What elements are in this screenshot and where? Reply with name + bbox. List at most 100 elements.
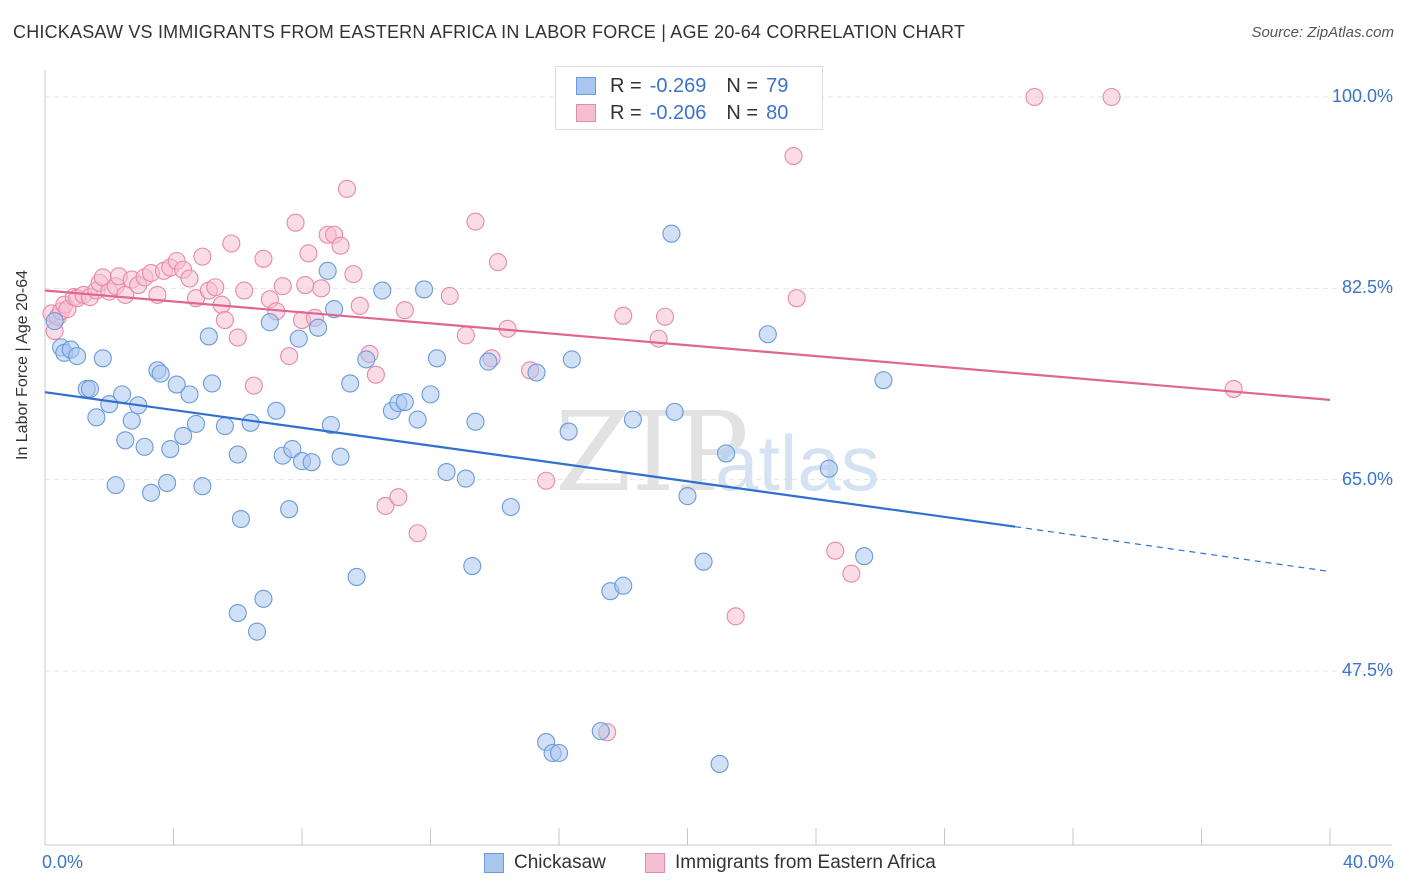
chickasaw-point <box>347 567 366 587</box>
chickasaw-point <box>855 547 874 566</box>
chickasaw-point <box>623 410 642 429</box>
chickasaw-point <box>231 509 251 529</box>
chart-source: Source: ZipAtlas.com <box>1251 24 1394 41</box>
chickasaw-point <box>463 556 482 576</box>
chickasaw-point <box>106 476 125 495</box>
chickasaw-point <box>716 444 736 463</box>
chickasaw-point <box>591 722 610 741</box>
chickasaw-point <box>228 604 247 623</box>
y-tick-label: 100.0% <box>1331 86 1393 106</box>
y-tick-label: 82.5% <box>1341 277 1393 298</box>
eastern-africa-point <box>784 146 803 166</box>
chickasaw-point <box>408 410 427 429</box>
chickasaw-point <box>501 497 520 517</box>
chickasaw-point <box>167 375 186 394</box>
chickasaw-point <box>710 754 729 773</box>
chickasaw-point <box>45 312 64 331</box>
chickasaw-point <box>161 440 180 459</box>
bottom-legend-swatch-chickasaw <box>484 853 504 873</box>
chart-title: CHICKASAW VS IMMIGRANTS FROM EASTERN AFR… <box>13 22 966 42</box>
chickasaw-point <box>254 589 273 608</box>
chickasaw-point <box>174 426 193 445</box>
legend-r-label: R = <box>610 74 642 97</box>
eastern-africa-point <box>649 329 668 348</box>
eastern-africa-point <box>726 607 745 626</box>
eastern-africa-point <box>215 310 234 330</box>
chickasaw-point <box>113 385 132 404</box>
trend-lines <box>44 289 1331 573</box>
chickasaw-point <box>193 477 212 496</box>
eastern-africa-point <box>376 496 395 515</box>
eastern-africa-point <box>193 247 212 266</box>
eastern-africa-point <box>1102 87 1121 107</box>
chickasaw-point <box>318 261 337 280</box>
watermark-atlas: atlas <box>715 419 880 507</box>
chickasaw-point <box>180 385 199 404</box>
chickasaw-point <box>479 352 498 371</box>
eastern-africa-point <box>1224 379 1243 398</box>
series-eastern-africa-points <box>42 87 1243 742</box>
chickasaw-point <box>186 414 206 433</box>
eastern-africa-point <box>228 328 247 347</box>
chickasaw-point <box>321 415 340 435</box>
watermark: ZIP atlas <box>555 388 880 516</box>
eastern-africa-point <box>366 365 385 384</box>
chickasaw-point <box>241 413 260 432</box>
chickasaw-point <box>559 422 578 441</box>
chickasaw-point <box>260 313 279 332</box>
eastern-africa-point <box>235 281 254 300</box>
legend-n-value: 79 <box>766 74 789 97</box>
eastern-africa-point <box>826 541 845 560</box>
axes <box>44 70 1392 846</box>
legend-r-value: -0.269 <box>649 74 707 97</box>
legend-r-label: R = <box>610 101 642 124</box>
eastern-africa-point <box>408 524 427 543</box>
chickasaw-point <box>283 440 302 459</box>
eastern-africa-point <box>273 277 292 296</box>
eastern-africa-point <box>655 307 675 326</box>
chickasaw-point <box>215 417 234 436</box>
chickasaw-point <box>421 385 440 404</box>
eastern-africa-point <box>456 326 475 345</box>
trend-line-chickasaw-extension <box>1015 526 1331 573</box>
eastern-africa-point <box>389 488 408 507</box>
y-tick-label: 65.0% <box>1341 468 1393 489</box>
chickasaw-point <box>678 487 697 506</box>
chickasaw-point <box>874 371 893 390</box>
chickasaw-point <box>341 374 360 393</box>
chickasaw-point <box>758 325 777 344</box>
chickasaw-point <box>549 743 569 763</box>
eastern-africa-point <box>488 253 508 272</box>
bottom-legend-label-chickasaw: Chickasaw <box>514 852 606 873</box>
eastern-africa-point <box>537 471 556 490</box>
eastern-africa-point <box>331 236 350 255</box>
chickasaw-point <box>122 411 141 430</box>
chickasaw-point <box>466 412 485 431</box>
legend-n-value: 80 <box>766 101 789 124</box>
eastern-africa-point <box>312 279 331 298</box>
chickasaw-point <box>116 431 135 450</box>
chickasaw-point <box>395 392 414 412</box>
chickasaw-point <box>373 281 392 300</box>
legend-row-chickasaw: R = -0.269 N = 79 <box>576 73 788 99</box>
trend-line-eastern-africa <box>44 289 1331 401</box>
bottom-legend: Chickasaw Immigrants from Eastern Africa <box>0 852 1406 878</box>
eastern-africa-point <box>350 296 369 315</box>
chickasaw-point <box>68 347 87 366</box>
eastern-africa-point <box>614 306 633 325</box>
eastern-africa-point <box>1025 87 1044 107</box>
chickasaw-point <box>665 402 684 421</box>
eastern-africa-point <box>286 213 305 232</box>
chickasaw-point <box>151 364 170 383</box>
bottom-legend-eastern-africa: Immigrants from Eastern Africa <box>645 852 936 874</box>
chickasaw-point <box>309 318 328 337</box>
chickasaw-point <box>325 300 344 319</box>
legend-swatch-eastern-africa <box>576 104 596 122</box>
chickasaw-point <box>527 363 546 382</box>
chickasaw-point <box>158 473 177 492</box>
eastern-africa-point <box>244 376 263 395</box>
chickasaw-point <box>135 437 154 456</box>
eastern-africa-point <box>440 286 459 306</box>
y-tick-label: 47.5% <box>1341 660 1393 680</box>
chickasaw-point <box>247 622 267 641</box>
